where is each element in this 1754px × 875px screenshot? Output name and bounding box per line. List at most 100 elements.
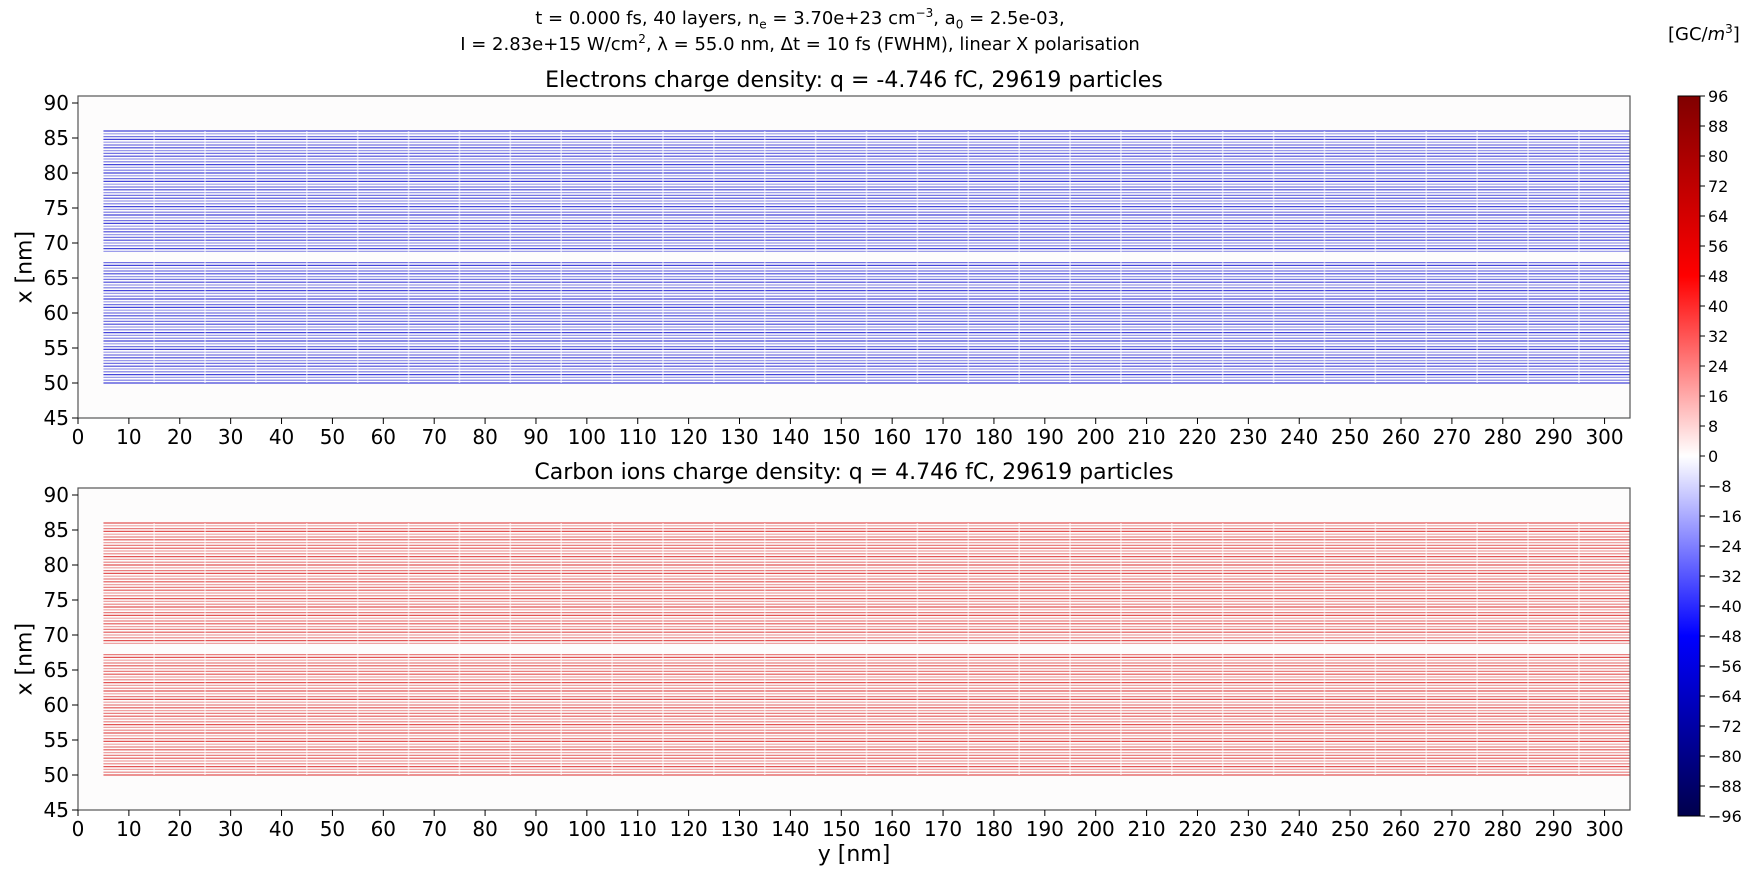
ions-x-tick-label: 20 — [167, 817, 192, 841]
electrons-x-tick-label: 130 — [720, 425, 758, 449]
electrons-segment-break — [662, 131, 664, 383]
ions-segment-break — [1476, 523, 1478, 775]
ions-segment-break — [255, 523, 257, 775]
electrons-x-tick-label: 120 — [670, 425, 708, 449]
electrons-x-tick-label: 0 — [72, 425, 85, 449]
colorbar-tick-label: 40 — [1708, 297, 1728, 316]
electrons-plot-title: Electrons charge density: q = -4.746 fC,… — [545, 68, 1163, 93]
electrons-x-tick-label: 260 — [1382, 425, 1420, 449]
colorbar-label: [GC/m3] — [1668, 22, 1740, 45]
ions-x-tick-label: 110 — [619, 817, 657, 841]
ions-x-tick-label: 50 — [320, 817, 345, 841]
electrons-segment-break — [1221, 131, 1224, 383]
ions-x-tick-label: 60 — [371, 817, 396, 841]
ions-axes: 0 10 20 30 40 50 60 70 80 90 100 110 120 130 140 150 160… — [44, 483, 1631, 841]
ions-segment-break — [1425, 523, 1428, 775]
electrons-x-tick-label: 70 — [421, 425, 446, 449]
electrons-segment-break — [814, 131, 817, 383]
electrons-segment-break — [1069, 131, 1071, 383]
electrons-x-tick-label: 180 — [975, 425, 1013, 449]
electrons-y-tick-label: 50 — [44, 371, 69, 395]
ions-x-tick-label: 170 — [924, 817, 962, 841]
electrons-y-tick-label: 60 — [44, 301, 69, 325]
ions-y-tick-label: 45 — [44, 798, 69, 822]
electrons-x-tick-label: 250 — [1331, 425, 1369, 449]
electrons-x-tick-label: 140 — [771, 425, 809, 449]
colorbar-tick-label: 64 — [1708, 207, 1728, 226]
colorbar-tick-label: −16 — [1708, 507, 1742, 526]
ions-segment-break — [509, 523, 512, 775]
ions-segment-break — [1374, 523, 1377, 775]
figure-suptitle-line1: t = 0.000 fs, 40 layers, ne = 3.70e+23 c… — [535, 6, 1065, 32]
electrons-segment-break — [763, 131, 766, 383]
ions-x-tick-label: 260 — [1382, 817, 1420, 841]
colorbar-tick-label: −48 — [1708, 627, 1742, 646]
ions-x-tick-label: 300 — [1585, 817, 1623, 841]
ions-y-tick-label: 50 — [44, 763, 69, 787]
ions-segment-break — [611, 523, 613, 775]
ions-x-tick-label: 10 — [116, 817, 141, 841]
ions-x-tick-label: 210 — [1127, 817, 1165, 841]
electrons-segment-break — [967, 131, 970, 383]
colorbar-tick-label: 32 — [1708, 327, 1728, 346]
electrons-x-tick-label: 210 — [1127, 425, 1165, 449]
electrons-segment-break — [865, 131, 868, 383]
ions-segment-break — [560, 523, 563, 775]
ions-x-tick-label: 290 — [1535, 817, 1573, 841]
colorbar-tick-label: 24 — [1708, 357, 1728, 376]
ions-y-tick-label: 70 — [44, 623, 69, 647]
colorbar-tick-label: 96 — [1708, 90, 1728, 106]
ions-segment-break — [153, 523, 155, 775]
ions-x-tick-label: 150 — [822, 817, 860, 841]
electrons-y-tick-label: 75 — [44, 196, 69, 220]
electrons-x-tick-label: 10 — [116, 425, 141, 449]
colorbar-tick-label: 72 — [1708, 177, 1728, 196]
ions-segment-break — [1323, 523, 1326, 775]
ions-x-tick-label: 100 — [568, 817, 606, 841]
electrons-density-layers — [103, 130, 1630, 384]
electrons-x-tick-label: 90 — [523, 425, 548, 449]
ions-x-tick-label: 70 — [421, 817, 446, 841]
colorbar-tick-label: 8 — [1708, 417, 1718, 436]
ions-y-tick-label: 80 — [44, 553, 69, 577]
ions-segment-break — [1120, 523, 1122, 775]
electrons-x-tick-label: 290 — [1535, 425, 1573, 449]
electrons-axes: 0 10 20 30 40 50 60 70 80 90 100 110 120 130 140 150 160… — [44, 91, 1631, 449]
ions-segment-break — [1069, 523, 1071, 775]
ions-x-tick-label: 160 — [873, 817, 911, 841]
colorbar-tick-label: −24 — [1708, 537, 1742, 556]
electrons-segment-break — [1323, 131, 1326, 383]
ions-density-layers — [103, 522, 1630, 776]
electrons-segment-break — [611, 131, 613, 383]
electrons-x-tick-label: 280 — [1484, 425, 1522, 449]
ions-segment-break — [305, 523, 308, 775]
colorbar-tick-label: 16 — [1708, 387, 1728, 406]
ions-y-tick-label: 85 — [44, 518, 69, 542]
electrons-y-tick-label: 70 — [44, 231, 69, 255]
electrons-segment-break — [1171, 131, 1173, 383]
electrons-segment-break — [1120, 131, 1122, 383]
electrons-x-tick-label: 240 — [1280, 425, 1318, 449]
ions-segment-break — [458, 523, 461, 775]
electrons-y-tick-label: 85 — [44, 126, 69, 150]
colorbar-tick-label: 80 — [1708, 147, 1728, 166]
ions-segment-break — [814, 523, 817, 775]
electrons-x-tick-label: 50 — [320, 425, 345, 449]
electrons-x-tick-label: 60 — [371, 425, 396, 449]
ions-x-tick-label: 130 — [720, 817, 758, 841]
electrons-x-tick-label: 40 — [269, 425, 294, 449]
electrons-y-tick-label: 80 — [44, 161, 69, 185]
ions-segment-break — [865, 523, 868, 775]
ions-y-tick-label: 60 — [44, 693, 69, 717]
colorbar-tick-label: −56 — [1708, 657, 1742, 676]
ions-frame — [77, 487, 1631, 811]
electrons-x-tick-label: 270 — [1433, 425, 1471, 449]
colorbar-tick-label: 0 — [1708, 447, 1718, 466]
electrons-segment-break — [458, 131, 461, 383]
ions-segment-break — [916, 523, 919, 775]
electrons-x-tick-label: 300 — [1585, 425, 1623, 449]
electrons-segment-break — [1374, 131, 1377, 383]
ions-x-tick-label: 140 — [771, 817, 809, 841]
ions-x-tick-label: 120 — [670, 817, 708, 841]
